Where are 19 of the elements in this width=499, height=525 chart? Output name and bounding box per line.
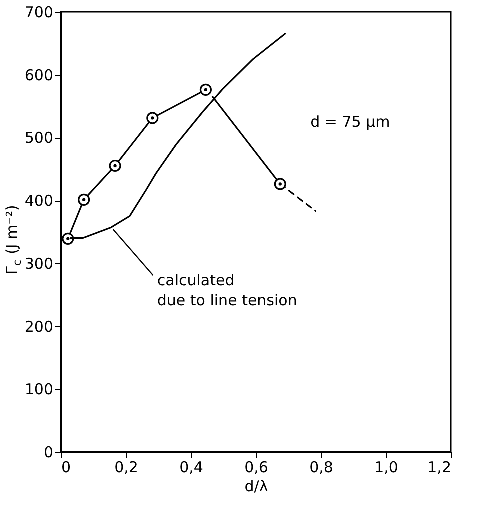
y-tick-label: 200 — [24, 318, 54, 336]
x-tick-label: 1,2 — [428, 458, 452, 476]
x-tick-label: 1,0 — [374, 458, 398, 476]
y-tick-label: 400 — [24, 192, 54, 210]
y-tick-label: 700 — [24, 4, 54, 22]
x-tick-label: 0,8 — [310, 458, 334, 476]
x-tick-label: 0,4 — [180, 458, 204, 476]
annotation: d = 75 μm — [310, 113, 390, 131]
x-tick-label: 0 — [62, 458, 72, 476]
x-axis-title: d/λ — [244, 478, 268, 496]
y-tick-label: 300 — [24, 254, 54, 273]
y-axis-title: Γc (J m⁻²) — [3, 205, 24, 275]
y-tick-label: 600 — [24, 66, 54, 84]
y-tick-label: 500 — [24, 129, 54, 148]
x-tick-label: 0,2 — [114, 458, 138, 476]
y-tick-label: 100 — [24, 380, 54, 399]
annotation: calculated due to line tension — [157, 272, 298, 310]
x-tick-label: 0,6 — [244, 458, 268, 476]
y-tick-label: 0 — [44, 444, 54, 462]
